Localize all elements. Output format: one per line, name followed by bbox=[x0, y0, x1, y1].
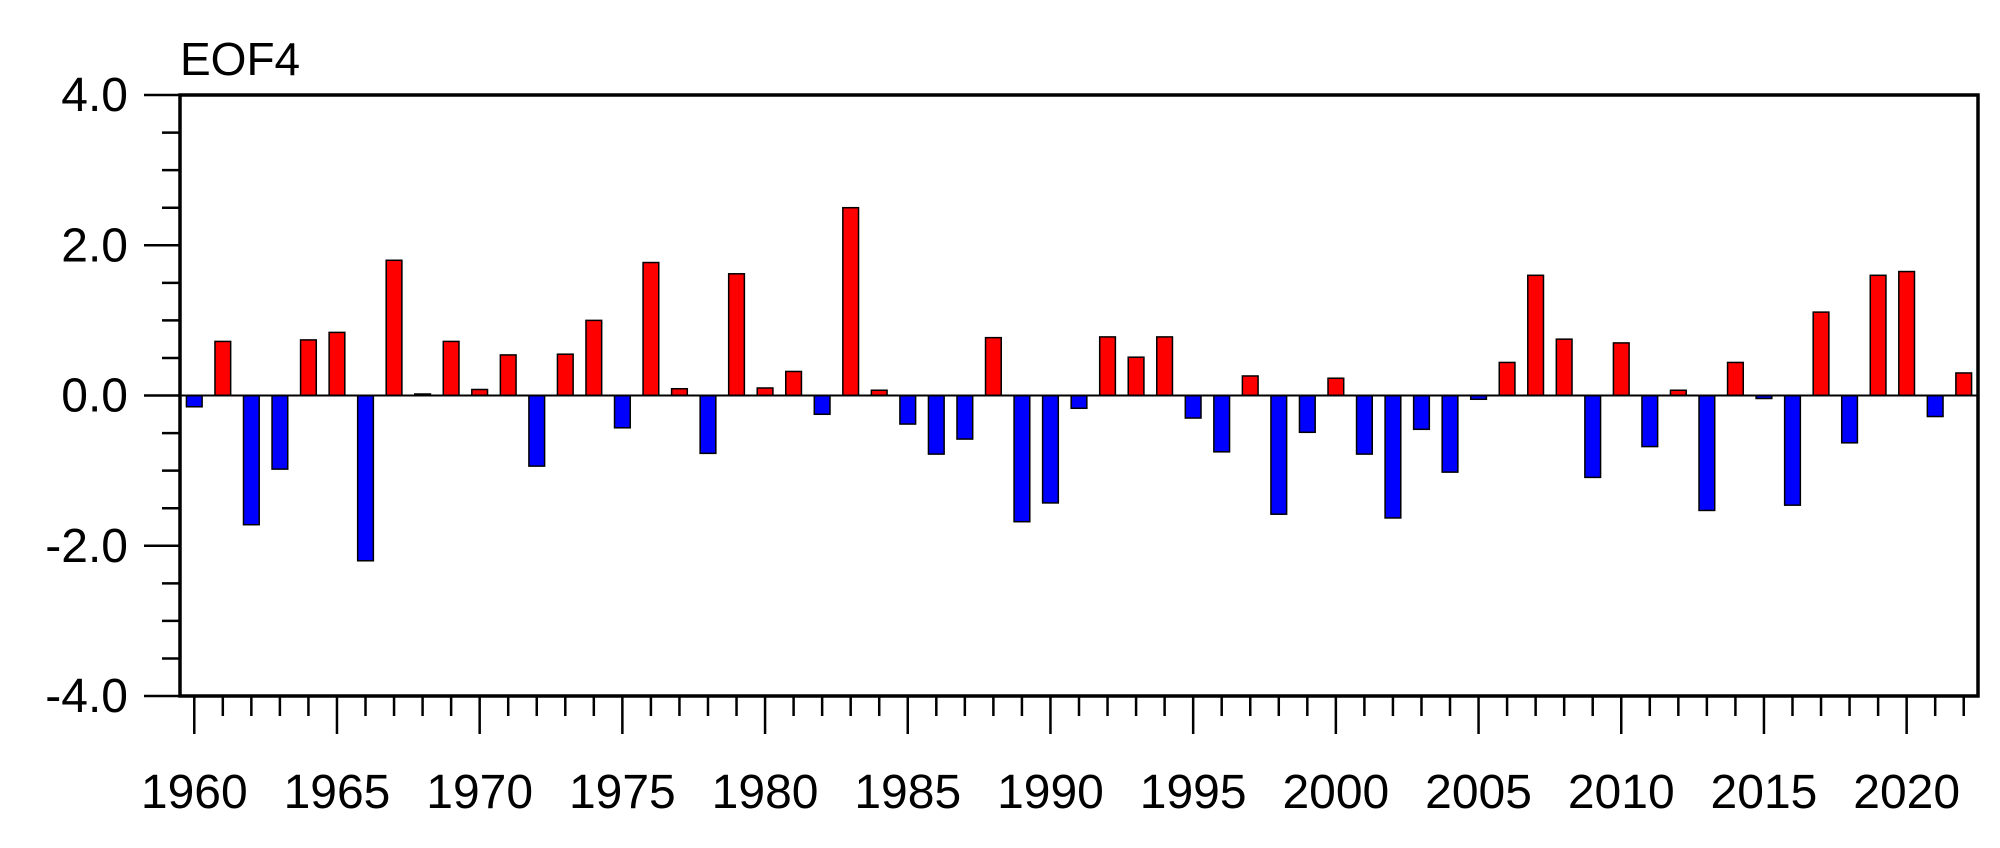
bar-2003 bbox=[1412, 394, 1431, 431]
bar-2016 bbox=[1783, 394, 1802, 506]
bar-1993 bbox=[1127, 356, 1145, 397]
y-axis-ticks: 4.0 2.0 0.0 -2.0 -4.0 bbox=[45, 69, 180, 723]
bar-2009 bbox=[1584, 394, 1602, 479]
bar-1982 bbox=[813, 394, 831, 416]
bar-1994 bbox=[1156, 336, 1174, 397]
bar-1966 bbox=[356, 394, 375, 562]
bar-1960 bbox=[185, 394, 203, 408]
bar-2014 bbox=[1726, 361, 1745, 397]
bar-2006 bbox=[1498, 361, 1516, 397]
bar-1985 bbox=[899, 394, 917, 425]
bar-1981 bbox=[785, 370, 803, 397]
bar-2000 bbox=[1327, 377, 1345, 397]
x-tick-label: 2000 bbox=[1282, 766, 1389, 819]
bar-1976 bbox=[642, 261, 660, 397]
bar-1972 bbox=[528, 394, 546, 467]
x-tick-label: 1990 bbox=[997, 766, 1104, 819]
y-tick-label: 4.0 bbox=[61, 69, 128, 122]
bar-1973 bbox=[556, 353, 574, 397]
bar-1999 bbox=[1298, 394, 1316, 434]
bar-1963 bbox=[271, 394, 289, 470]
bar-1979 bbox=[727, 273, 746, 397]
y-tick-label: -2.0 bbox=[45, 520, 128, 573]
bar-1983 bbox=[842, 206, 860, 397]
y-tick-label: 2.0 bbox=[61, 219, 128, 272]
bar-2002 bbox=[1384, 394, 1402, 519]
bar-1992 bbox=[1098, 336, 1117, 397]
bar-2013 bbox=[1698, 394, 1716, 512]
x-tick-label: 2020 bbox=[1853, 766, 1960, 819]
bar-1969 bbox=[442, 340, 460, 397]
bar-2020 bbox=[1898, 270, 1916, 397]
bar-1987 bbox=[956, 394, 974, 440]
bar-1974 bbox=[585, 319, 603, 397]
bar-2018 bbox=[1840, 394, 1859, 444]
bar-1998 bbox=[1270, 394, 1288, 515]
x-tick-label: 1985 bbox=[854, 766, 961, 819]
bar-1971 bbox=[499, 354, 517, 397]
bar-1978 bbox=[699, 394, 717, 455]
bar-1961 bbox=[214, 340, 232, 397]
x-tick-label: 2010 bbox=[1568, 766, 1675, 819]
bar-1995 bbox=[1184, 394, 1202, 419]
x-tick-label: 1970 bbox=[426, 766, 533, 819]
bar-1975 bbox=[613, 394, 631, 429]
bar-2022 bbox=[1955, 372, 1973, 397]
x-tick-label: 1965 bbox=[284, 766, 391, 819]
bar-2001 bbox=[1355, 394, 1374, 455]
x-tick-label: 2005 bbox=[1425, 766, 1532, 819]
bar-1977 bbox=[670, 387, 689, 397]
bar-1990 bbox=[1041, 394, 1060, 504]
bars-layer bbox=[185, 206, 1973, 562]
bar-1989 bbox=[1013, 394, 1031, 523]
bar-1967 bbox=[385, 259, 403, 397]
bar-2017 bbox=[1812, 311, 1830, 397]
bar-2008 bbox=[1555, 338, 1573, 397]
bar-1964 bbox=[299, 339, 318, 397]
bar-1988 bbox=[984, 336, 1002, 397]
bar-1996 bbox=[1213, 394, 1231, 453]
bar-2019 bbox=[1869, 274, 1887, 397]
bar-1991 bbox=[1070, 394, 1088, 410]
x-tick-label: 1975 bbox=[569, 766, 676, 819]
bar-1962 bbox=[242, 394, 260, 526]
bar-2010 bbox=[1612, 342, 1630, 397]
bar-1965 bbox=[328, 331, 346, 397]
bar-1997 bbox=[1241, 375, 1259, 397]
bar-1980 bbox=[756, 387, 774, 397]
bar-2021 bbox=[1926, 394, 1944, 418]
chart-title: EOF4 bbox=[180, 33, 300, 85]
x-tick-label: 1960 bbox=[141, 766, 248, 819]
bar-2004 bbox=[1441, 394, 1459, 473]
bar-2011 bbox=[1641, 394, 1659, 448]
y-tick-label: -4.0 bbox=[45, 670, 128, 723]
x-tick-label: 1995 bbox=[1140, 766, 1247, 819]
y-tick-label: 0.0 bbox=[61, 370, 128, 423]
x-tick-label: 2015 bbox=[1711, 766, 1818, 819]
x-tick-label: 1980 bbox=[712, 766, 819, 819]
x-axis-ticks: 1960 1965 1970 1975 1980 1985 1990 1995 2000 2005… bbox=[141, 696, 1965, 819]
bar-2007 bbox=[1527, 274, 1545, 397]
bar-1986 bbox=[927, 394, 945, 455]
